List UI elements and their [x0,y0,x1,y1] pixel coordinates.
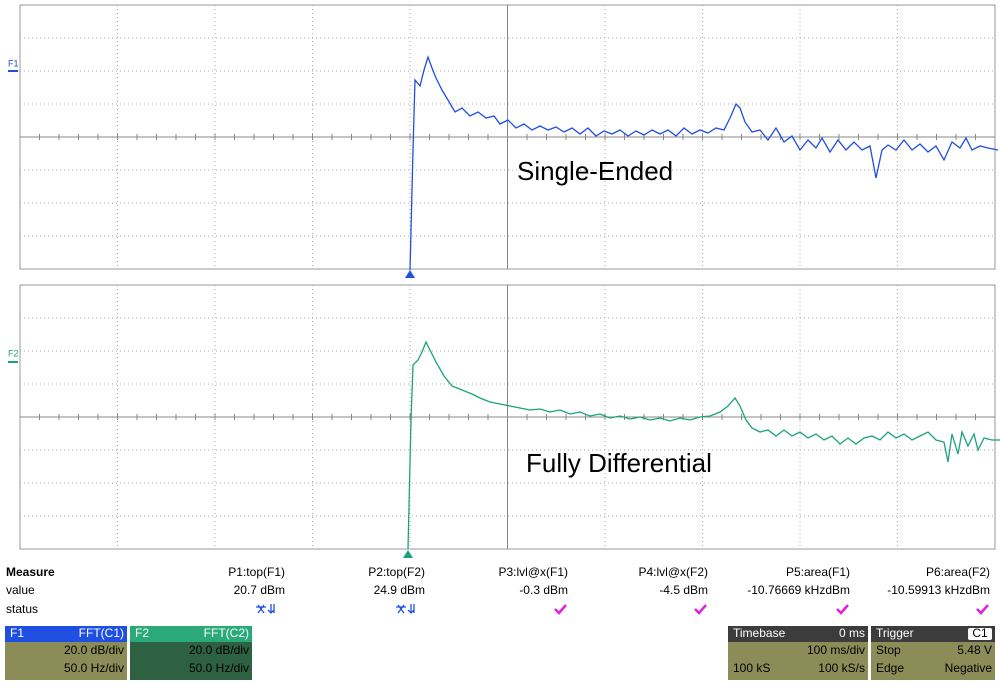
measure-value: -0.3 dBm [519,583,568,597]
timebase-rate: 100 kS/s [818,661,865,675]
channel-hdiv: 50.0 Hz/div [64,661,124,675]
measure-value: -10.76669 kHzdBm [747,583,850,597]
trace-label: F1 [8,58,19,68]
annotation: Single-Ended [517,156,673,186]
trigger-title: Trigger [876,626,914,640]
trigger-marker [403,550,413,558]
status-icon [836,604,849,615]
trigger-level: 5.48 V [957,643,992,657]
measure-title: Measure [6,565,55,579]
timebase-title: Timebase [733,626,786,640]
channel-label: F1 [10,626,24,640]
measure-value: 20.7 dBm [234,583,285,597]
channel-vdiv: 20.0 dB/div [189,643,249,657]
trigger-mode: Stop [876,643,901,657]
trigger-box[interactable]: Trigger C1 Stop 5.48 V Edge Negative [871,626,995,680]
measure-name: P4:lvl@x(F2) [638,565,708,579]
status-icon [976,604,989,615]
row-label: value [6,583,35,597]
timebase-samples: 100 kS [733,661,770,675]
channel-box[interactable]: F1 FFT(C1) 20.0 dB/div 50.0 Hz/div [5,626,127,680]
channel-label: F2 [135,626,149,640]
channel-box[interactable]: F2 FFT(C2) 20.0 dB/div 50.0 Hz/div [130,626,252,680]
annotation: Fully Differential [526,448,712,478]
channel-vdiv: 20.0 dB/div [64,643,124,657]
channel-source: FFT(C1) [79,626,124,640]
measure-value: 24.9 dBm [374,583,425,597]
trigger-marker [405,270,415,278]
trigger-source: C1 [972,626,988,640]
trigger-slope: Negative [945,661,993,675]
measure-value: -4.5 dBm [659,583,708,597]
channel-hdiv: 50.0 Hz/div [189,661,249,675]
measure-name: P2:top(F2) [368,565,425,579]
measure-name: P6:area(F2) [926,565,990,579]
measure-name: P1:top(F1) [228,565,285,579]
status-icon [694,604,707,615]
trace-f1 [409,54,999,271]
trace-f2 [407,340,1000,550]
status-icon [554,604,567,615]
measure-name: P5:area(F1) [786,565,850,579]
channel-source: FFT(C2) [204,626,249,640]
measure-value: -10.59913 kHzdBm [887,583,990,597]
trigger-type: Edge [876,661,904,675]
status-icon [256,604,275,614]
measure-name: P3:lvl@x(F1) [498,565,568,579]
status-icon [396,604,415,614]
timebase-box[interactable]: Timebase 0 ms 100 ms/div 100 kS 100 kS/s [728,626,868,680]
row-label: status [6,602,38,616]
grids [19,4,996,550]
timebase-delay: 0 ms [839,626,865,640]
trace-label: F2 [8,348,19,358]
timebase-per-div: 100 ms/div [807,643,865,657]
measure-columns: P1:top(F1) 20.7 dBm P2:top(F2) 24.9 dBm P3:l… [228,565,990,615]
